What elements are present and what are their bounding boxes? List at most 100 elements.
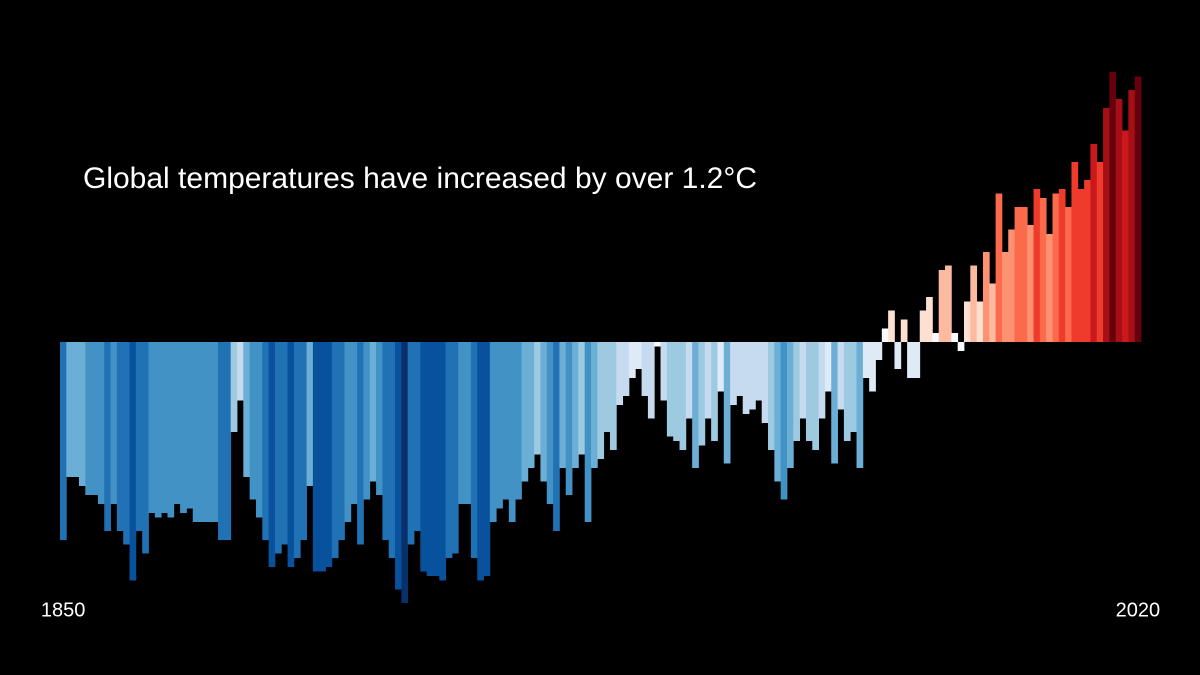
bar — [647, 342, 655, 419]
bar — [1071, 162, 1079, 342]
bar — [110, 342, 118, 504]
bar — [761, 342, 769, 423]
bar — [1014, 207, 1022, 342]
bar — [464, 342, 472, 504]
bar — [913, 342, 921, 378]
bar — [350, 342, 358, 504]
bar — [572, 342, 579, 468]
bar — [1001, 252, 1009, 342]
bar — [584, 342, 592, 522]
bar — [255, 342, 263, 518]
bar — [91, 342, 99, 495]
bar — [1052, 193, 1060, 342]
bar — [1065, 207, 1072, 342]
bar — [837, 342, 845, 410]
bar — [553, 342, 560, 531]
bar — [243, 342, 251, 477]
bar — [331, 342, 339, 558]
bar — [774, 342, 782, 482]
bar — [1122, 130, 1129, 342]
bar — [344, 342, 352, 522]
bar — [319, 342, 326, 572]
bar — [1115, 99, 1123, 342]
bar — [192, 342, 200, 522]
bar — [919, 310, 927, 342]
bar — [451, 342, 459, 554]
bar — [805, 342, 813, 441]
bar — [1058, 189, 1066, 342]
bar — [262, 342, 270, 540]
bar — [717, 342, 725, 392]
bar — [622, 342, 630, 396]
bar — [749, 342, 756, 410]
bar — [824, 342, 832, 392]
bar — [559, 342, 567, 468]
bar — [388, 342, 396, 558]
bar — [268, 342, 276, 567]
bar — [224, 342, 232, 540]
bar — [287, 342, 295, 567]
bar — [154, 342, 162, 518]
x-tick-label: 2020 — [1116, 599, 1161, 621]
bar — [989, 283, 997, 342]
bar — [116, 342, 124, 531]
bar — [673, 342, 680, 441]
bar — [565, 342, 573, 495]
bar — [768, 342, 775, 450]
bar — [97, 342, 105, 504]
bar — [799, 342, 807, 419]
bar — [78, 342, 86, 486]
bar — [692, 342, 699, 468]
bar — [414, 342, 421, 531]
bar — [609, 342, 617, 450]
bar — [793, 342, 801, 441]
bar — [900, 319, 908, 342]
bar — [786, 342, 794, 468]
bar — [1103, 108, 1110, 342]
bar — [395, 342, 402, 590]
bar — [180, 342, 187, 513]
bar — [995, 193, 1003, 342]
bar — [470, 342, 478, 558]
bar — [129, 342, 137, 581]
bar — [881, 328, 889, 342]
bar — [445, 342, 453, 558]
bar — [363, 342, 371, 500]
bar — [635, 342, 642, 369]
bar — [723, 342, 731, 464]
bar — [856, 342, 864, 468]
bar — [515, 342, 522, 500]
bar — [926, 297, 933, 342]
bar — [60, 342, 67, 540]
bar — [540, 342, 548, 482]
bar — [72, 342, 80, 477]
bar — [875, 342, 883, 360]
bar — [218, 342, 225, 540]
bar — [742, 342, 750, 414]
bar — [730, 342, 737, 405]
bar — [945, 265, 952, 342]
bar — [591, 342, 598, 468]
bar — [1033, 189, 1041, 342]
bar — [521, 342, 529, 482]
bar — [862, 342, 870, 378]
bar — [546, 342, 554, 504]
bar — [502, 342, 510, 500]
bar — [963, 301, 971, 342]
bar — [338, 342, 345, 540]
bar — [907, 342, 914, 378]
bar — [167, 342, 175, 518]
bar — [300, 342, 307, 540]
bar — [306, 342, 314, 486]
bar — [458, 342, 465, 504]
bar — [578, 342, 586, 455]
bar — [1109, 72, 1117, 342]
bar — [376, 342, 383, 495]
bar — [508, 342, 516, 522]
bar — [938, 270, 946, 342]
bar — [951, 333, 959, 342]
bar — [812, 342, 819, 450]
bar — [1134, 76, 1142, 342]
bar — [186, 342, 194, 509]
bar — [249, 342, 257, 500]
